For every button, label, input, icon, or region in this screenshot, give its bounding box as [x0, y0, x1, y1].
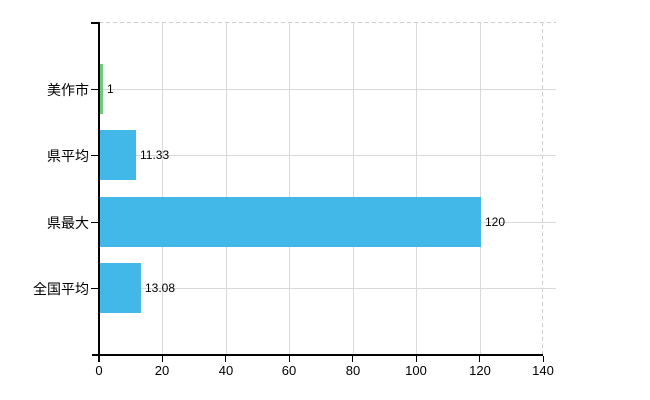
category-label: 県最大: [47, 215, 89, 231]
h-gridline: [99, 89, 556, 90]
y-tick: [91, 155, 98, 156]
plot-top-border: [99, 22, 556, 23]
x-tick: [162, 356, 163, 362]
bar-value-label: 13.08: [145, 281, 176, 295]
bar-value-label: 11.33: [140, 148, 170, 162]
x-tick-label: 20: [154, 363, 170, 378]
x-tick-label: 40: [218, 363, 234, 378]
x-tick: [225, 356, 226, 362]
plot-right-border: [542, 22, 543, 355]
bar-value-label: 1: [107, 82, 114, 96]
y-tick: [91, 222, 98, 223]
h-gridline: [99, 155, 556, 156]
v-gridline: [162, 22, 163, 355]
bar: [100, 130, 136, 180]
v-gridline: [353, 22, 354, 355]
category-label: 全国平均: [33, 281, 89, 297]
x-tick: [416, 356, 417, 362]
y-tick: [91, 89, 98, 90]
x-tick-label: 0: [95, 363, 103, 378]
x-tick: [479, 356, 480, 362]
x-tick-label: 100: [405, 363, 427, 378]
x-axis: [92, 354, 543, 356]
bar: [100, 197, 481, 247]
v-gridline: [416, 22, 417, 355]
bar: [100, 64, 103, 114]
h-gridline: [99, 288, 556, 289]
v-gridline: [289, 22, 290, 355]
v-gridline: [226, 22, 227, 355]
category-label: 県平均: [47, 148, 89, 164]
y-axis-top-tick: [91, 22, 98, 24]
category-label: 美作市: [47, 82, 89, 98]
x-tick: [352, 356, 353, 362]
x-tick-label: 140: [532, 363, 554, 378]
x-tick-label: 60: [281, 363, 297, 378]
y-axis: [98, 22, 100, 362]
x-tick: [543, 356, 544, 362]
y-tick: [91, 288, 98, 289]
bar-value-label: 120: [485, 215, 506, 229]
v-gridline: [480, 22, 481, 355]
bar: [100, 263, 141, 313]
x-tick: [289, 356, 290, 362]
x-tick-label: 120: [469, 363, 491, 378]
x-tick-label: 80: [345, 363, 361, 378]
